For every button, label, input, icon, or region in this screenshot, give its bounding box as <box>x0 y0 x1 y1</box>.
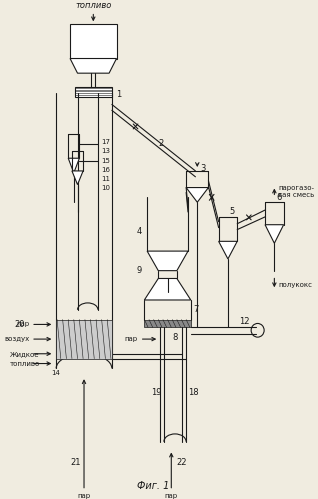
Polygon shape <box>70 58 116 73</box>
Text: пар: пар <box>165 493 178 499</box>
Bar <box>75 87 112 97</box>
Text: 17: 17 <box>102 139 111 145</box>
Circle shape <box>251 323 264 337</box>
Text: 9: 9 <box>136 266 142 275</box>
Text: 18: 18 <box>188 388 199 397</box>
Text: 12: 12 <box>239 317 250 326</box>
Text: пар: пар <box>125 336 138 342</box>
Polygon shape <box>265 225 284 244</box>
Text: 10: 10 <box>102 185 111 191</box>
Text: 20: 20 <box>14 320 25 329</box>
Polygon shape <box>72 171 83 185</box>
Text: 22: 22 <box>177 458 187 467</box>
Bar <box>56 319 112 359</box>
Text: 19: 19 <box>151 388 161 397</box>
Text: Жидкое: Жидкое <box>10 351 39 357</box>
Text: 14: 14 <box>52 370 60 376</box>
Text: полукокс: полукокс <box>278 282 312 288</box>
Text: топливо: топливо <box>10 361 40 367</box>
Text: воздух: воздух <box>4 336 29 342</box>
Text: 8: 8 <box>172 333 177 342</box>
Polygon shape <box>144 278 191 300</box>
Text: 4: 4 <box>136 227 142 236</box>
Text: 21: 21 <box>71 458 81 467</box>
Text: 6: 6 <box>276 193 281 202</box>
Text: 15: 15 <box>102 158 111 164</box>
Polygon shape <box>219 242 237 259</box>
Text: топливо: топливо <box>75 0 112 9</box>
Text: 11: 11 <box>102 176 111 182</box>
Text: 16: 16 <box>102 167 111 173</box>
Bar <box>70 24 116 58</box>
Text: 1: 1 <box>116 90 122 99</box>
Polygon shape <box>147 251 188 270</box>
Text: 13: 13 <box>102 148 111 154</box>
Polygon shape <box>186 188 208 202</box>
Text: 3: 3 <box>200 164 205 173</box>
Text: 5: 5 <box>230 208 235 217</box>
Text: 2: 2 <box>158 139 163 148</box>
Text: Фиг. 1: Фиг. 1 <box>136 481 169 491</box>
Polygon shape <box>68 158 80 173</box>
Text: пар: пар <box>78 493 91 499</box>
Text: 7: 7 <box>194 305 199 314</box>
Bar <box>144 319 191 327</box>
Text: парогазо-: парогазо- <box>278 185 314 191</box>
Text: вая смесь: вая смесь <box>278 193 314 199</box>
Text: пар: пар <box>16 321 29 327</box>
